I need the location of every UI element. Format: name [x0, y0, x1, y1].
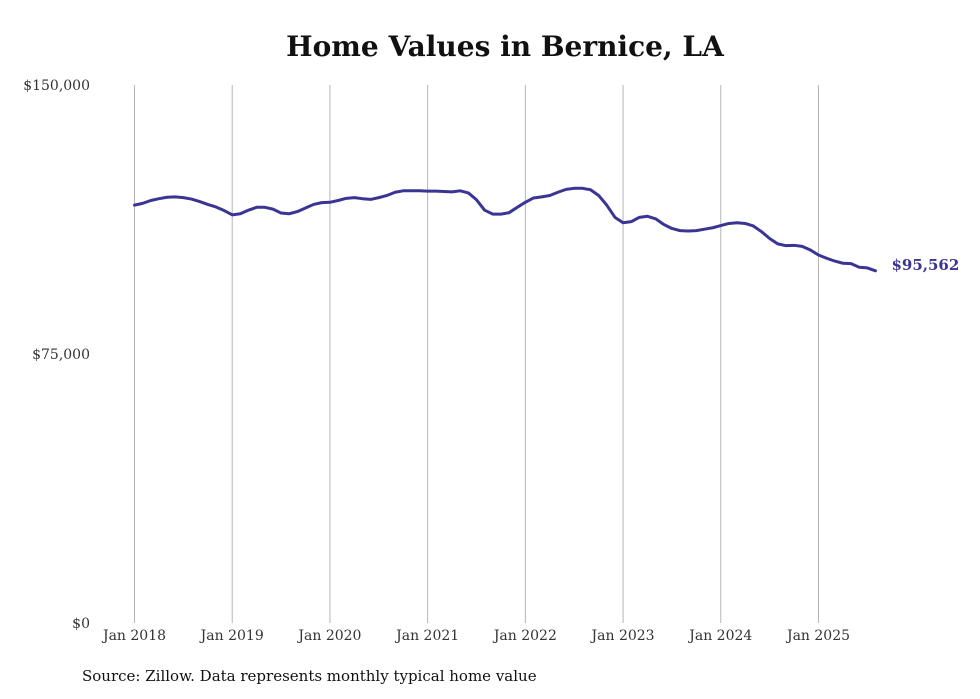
y-tick-label: $75,000 — [32, 347, 90, 363]
x-axis-ticks: Jan 2018 Jan 2019 Jan 2020 Jan 2021 Jan 2022… — [101, 628, 850, 644]
y-axis-ticks: $0 $75,000 $150,000 — [23, 78, 90, 632]
chart-title: Home Values in Bernice, LA — [286, 30, 724, 63]
x-tick-label: Jan 2020 — [296, 628, 361, 644]
x-tick-label: Jan 2024 — [687, 628, 752, 644]
gridlines — [134, 85, 819, 623]
x-tick-label: Jan 2021 — [394, 628, 459, 644]
x-tick-label: Jan 2019 — [199, 628, 264, 644]
series-line-home-value — [133, 186, 877, 273]
x-tick-label: Jan 2023 — [590, 628, 655, 644]
y-tick-label: $0 — [72, 616, 90, 632]
x-tick-label: Jan 2022 — [492, 628, 557, 644]
end-value-label: $95,562 — [891, 256, 959, 274]
source-note: Source: Zillow. Data represents monthly … — [82, 667, 537, 685]
y-tick-label: $150,000 — [23, 78, 90, 94]
x-tick-label: Jan 2018 — [101, 628, 166, 644]
x-tick-label: Jan 2025 — [785, 628, 850, 644]
